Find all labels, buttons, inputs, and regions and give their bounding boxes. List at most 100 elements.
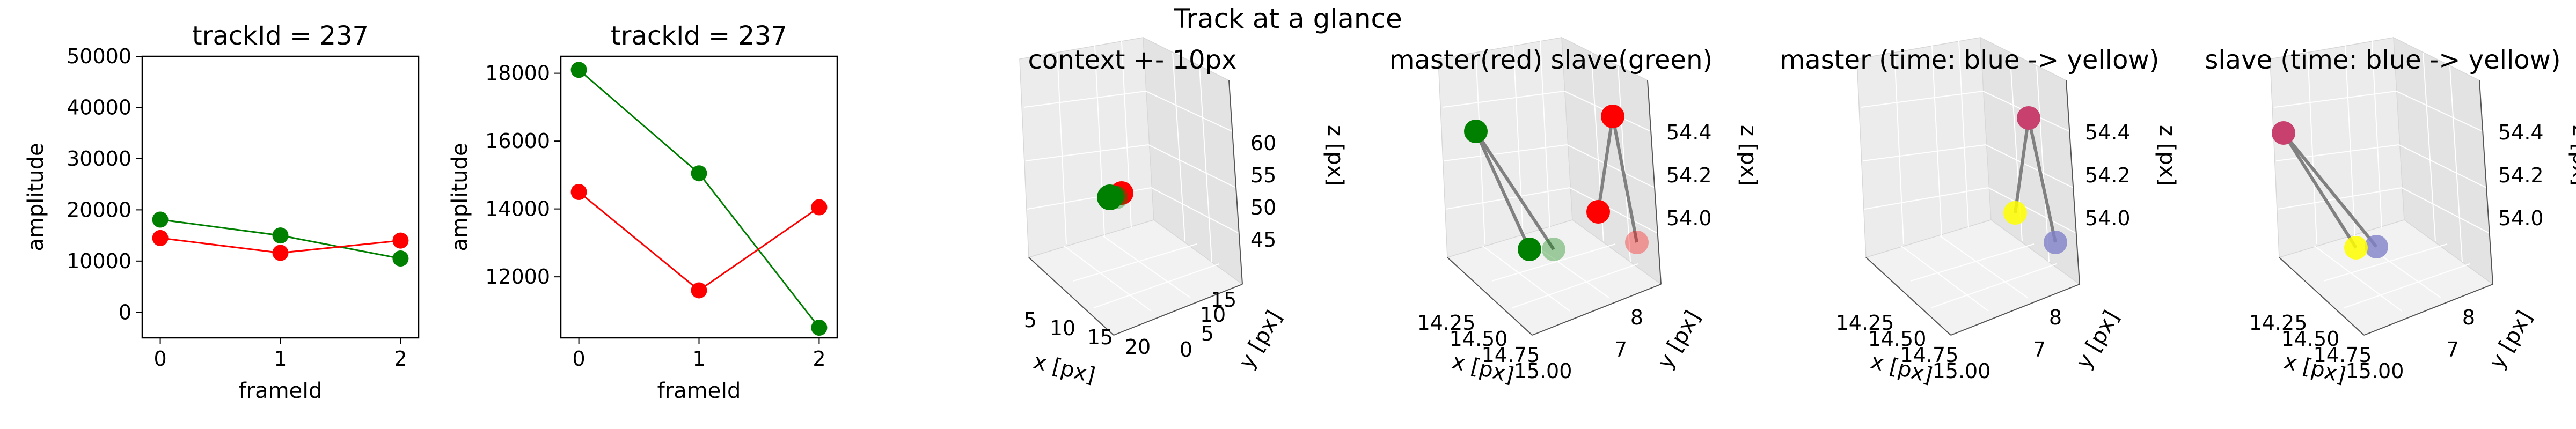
y-tick-label: 30000 [67,147,131,171]
x-tick-label: 1 [274,347,287,371]
axis-edge [2363,284,2493,336]
y-tick-label: 40000 [67,95,131,119]
series-point-1 [392,232,409,249]
axis-grid-line [1442,91,1565,108]
y-tick-label: 8 [1630,306,1643,329]
axis-grid-line [2372,41,2382,228]
chart-title: trackId = 237 [192,21,369,51]
y-axis-label: amplitude [24,143,48,251]
axis-edge [1028,257,1114,336]
x-tick-label: 2 [813,347,825,371]
x-tick-label: 0 [572,347,585,371]
x-tick-label: 20 [1125,335,1151,359]
z-tick-label: 54.4 [1666,121,1712,144]
z-tick-label: 54.2 [2085,164,2131,187]
y-tick-label: 8 [2462,306,2475,329]
y-tick-label: 20000 [67,198,131,221]
x-tick-label: 5 [1024,308,1037,332]
x-axis-label: frameId [239,379,323,403]
z-tick-label: 60 [1250,131,1276,155]
y-axis-label: y [px] [1653,306,1706,373]
series-point-0 [570,62,587,78]
axis-grid-line [1540,41,1550,228]
axis-grid-line [1444,144,1568,161]
track-point [1103,186,1125,207]
axis-grid-line [2275,144,2399,161]
x-tick-label: 2 [394,347,407,371]
y-tick-label: 14000 [485,197,550,221]
axis-grid-line [1148,144,1236,188]
track-point [1586,200,1610,224]
axis-edge [1647,80,1662,285]
axis-grid-line [1958,41,1969,228]
series-point-0 [811,320,828,336]
x-tick-label: 14.50 [2281,327,2340,351]
track-point [1625,231,1649,254]
z-tick-label: 54.0 [2498,206,2544,230]
scatter3d-chart-2: master (time: blue -> yellow) 14.2514.501… [1780,36,2179,388]
y-tick-label: 0 [119,300,131,324]
y-axis-label: y [px] [1234,306,1287,373]
x-tick-label: 14.25 [1417,311,1476,335]
x-tick-label: 14.50 [1868,327,1927,351]
track-link [2014,117,2030,213]
y-tick-label: 5 [1201,322,1214,345]
axis-grid-line [2401,187,2490,234]
axis-grid-line [1988,187,2077,234]
z-axis-label: z [px] [1736,125,1761,186]
track-point [1518,238,1541,261]
axis-edge [1865,257,1951,336]
axis-grid-line [2398,144,2487,188]
z-tick-label: 54.4 [2498,121,2544,144]
series-point-1 [570,184,587,201]
x-tick-label: 14.75 [1900,343,1959,367]
track-point [2044,231,2067,254]
y-tick-label: 7 [2033,338,2046,361]
y-tick-label: 0 [1180,338,1192,361]
track-link [1611,116,1638,243]
axis-grid-line [2323,243,2448,282]
axis-grid-line [2449,65,2463,262]
z-tick-label: 45 [1250,228,1276,252]
track-point [2003,201,2027,225]
series-point-1 [691,282,707,299]
y-tick-label: 7 [2446,338,2459,361]
chart-title: master (time: blue -> yellow) [1780,45,2160,75]
x-tick-label: 14.25 [1836,311,1894,335]
series-point-0 [152,211,169,228]
z-tick-label: 54.0 [1666,206,1712,230]
y-tick-label: 10000 [67,249,131,273]
scatter3d-chart-3: slave (time: blue -> yellow) 14.2514.5014… [2205,36,2576,388]
y-tick-label: 10 [1200,303,1226,327]
track-link [2282,132,2378,248]
z-axis-label: z [px] [2155,125,2179,186]
y-tick-label: 15 [1211,288,1236,312]
x-tick-label: 15.00 [1933,359,1991,383]
axis-grid-line [1172,52,1185,242]
y-tick-label: 16000 [485,129,550,153]
line-chart-0: trackId = 237 0 1 2 0 10000 20000 30000 40000 500… [24,21,420,403]
axis-edge [1950,284,2080,336]
x-tick-label: 1 [692,347,705,371]
axis-grid-line [1199,65,1212,262]
z-tick-label: 54.4 [2085,121,2131,144]
x-tick-label: 0 [153,347,166,371]
axis-grid-line [1567,144,1655,188]
x-tick-label: 14.50 [1450,327,1508,351]
line-chart-1: trackId = 237 0 1 2 12000 14000 16000 18000 fram… [448,21,838,403]
axis-edge [1228,80,1243,285]
track-point [1601,105,1624,128]
axis-grid-line [2345,46,2355,236]
axis-grid-line [1894,52,1904,245]
z-tick-label: 50 [1250,196,1276,219]
axis-edge [2066,80,2080,285]
axis-grid-line [1102,235,1191,298]
plot-frame [141,55,420,339]
axis-grid-line [1145,91,1233,132]
scatter3d-chart-1: master(red) slave(green) 14.2514.5014.751… [1389,36,1761,388]
axis-grid-line [2274,91,2397,108]
axis-grid-line [2423,52,2436,242]
series-point-0 [392,250,409,267]
